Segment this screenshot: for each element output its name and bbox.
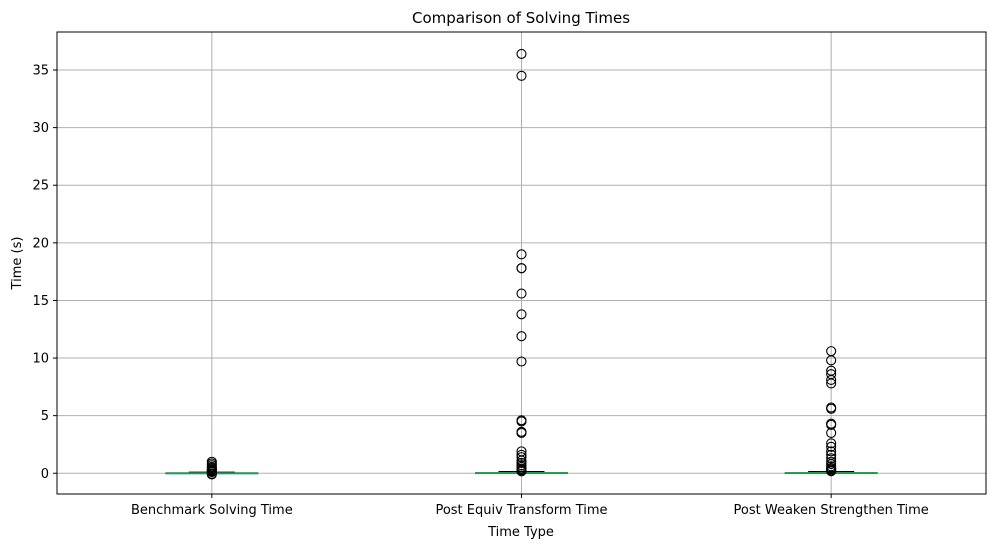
chart-title: Comparison of Solving Times — [412, 9, 630, 27]
x-tick-label: Post Weaken Strengthen Time — [734, 503, 929, 518]
outlier-point — [516, 288, 527, 299]
outlier-point — [516, 309, 527, 320]
outlier-point — [516, 331, 527, 342]
outlier-point — [826, 419, 837, 430]
y-axis-label: Time (s) — [10, 237, 25, 291]
outlier-point — [826, 427, 837, 438]
outlier-point — [826, 403, 837, 414]
box-group — [784, 346, 878, 477]
outlier-point — [826, 466, 837, 477]
plot-frame — [56, 31, 987, 495]
outlier-point — [826, 355, 837, 366]
outlier-point — [826, 446, 837, 457]
y-tick-label: 25 — [32, 179, 49, 194]
y-tick-label: 5 — [41, 409, 49, 424]
y-tick-label: 10 — [32, 352, 49, 367]
y-tick-label: 35 — [32, 64, 49, 79]
outlier-point — [516, 427, 527, 438]
outlier-point — [826, 458, 837, 470]
y-tick-label: 20 — [32, 236, 49, 251]
outlier-point — [826, 378, 837, 389]
outlier-point — [516, 466, 527, 477]
x-tick-label: Post Equiv Transform Time — [435, 503, 607, 518]
outlier-point — [826, 441, 837, 452]
x-axis-label: Time Type — [487, 525, 554, 540]
box-group — [475, 48, 568, 477]
y-tick-label: 15 — [32, 294, 49, 309]
y-tick-label: 0 — [41, 467, 49, 482]
y-tick-label: 30 — [32, 121, 49, 136]
axis-ticks: 0 5 10 15 20 25 30 35 Benchmark Solving Time Post… — [32, 64, 928, 518]
outlier-point — [516, 70, 527, 81]
outlier-point — [826, 453, 837, 464]
outlier-point — [516, 416, 527, 427]
outlier-point — [516, 48, 527, 59]
outlier-point — [206, 469, 217, 480]
outlier-point — [516, 449, 527, 460]
outlier-point — [516, 452, 527, 463]
outlier-point — [516, 263, 527, 274]
x-tick-label: Benchmark Solving Time — [131, 503, 293, 518]
outlier-point — [516, 249, 527, 260]
grid-lines — [57, 32, 986, 494]
box-series — [165, 48, 878, 480]
outlier-point — [826, 374, 837, 385]
outlier-point — [516, 356, 527, 367]
box-group — [165, 456, 259, 480]
outlier-point — [516, 457, 527, 468]
outlier-point — [826, 438, 837, 449]
